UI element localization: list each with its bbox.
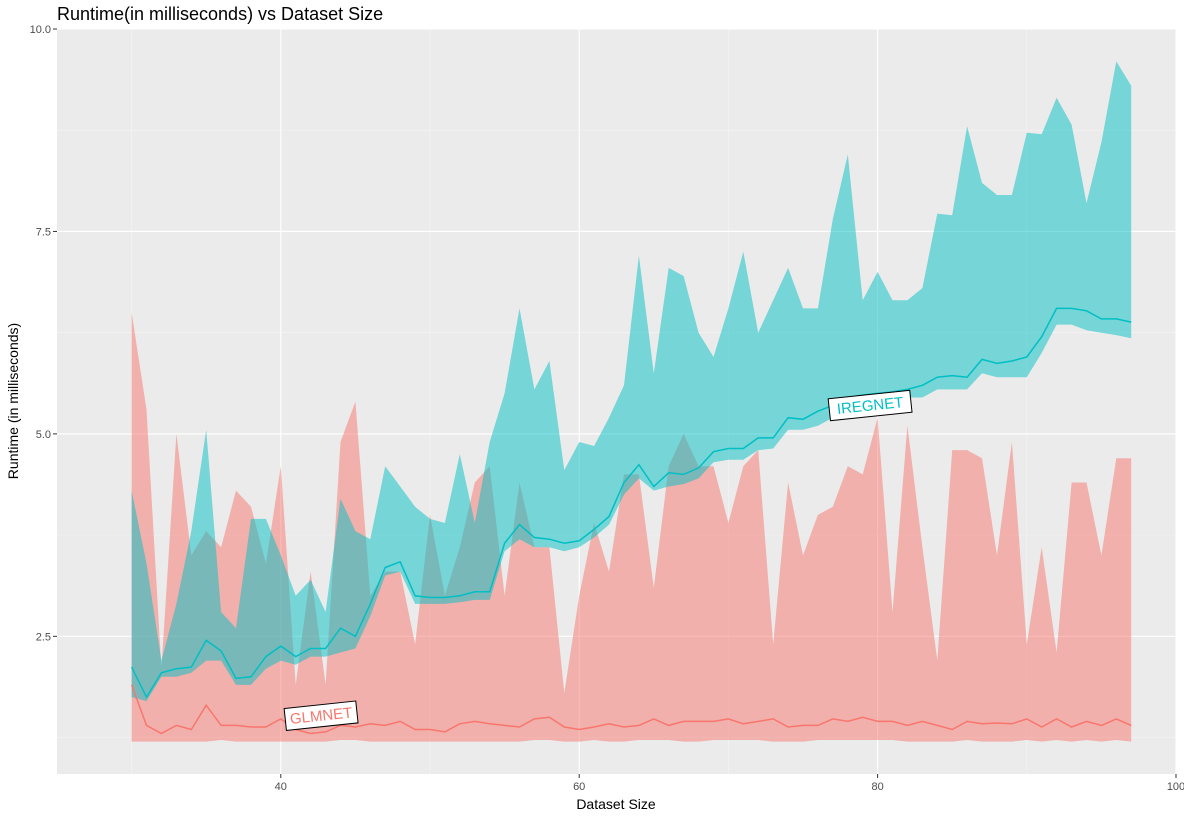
y-tick-label: 10.0 bbox=[30, 24, 51, 36]
glmnet-label: GLMNET bbox=[283, 700, 359, 731]
x-tick-label: 40 bbox=[275, 781, 287, 793]
y-axis: 2.5 5.0 7.5 10.0 bbox=[30, 24, 57, 643]
x-tick-label: 80 bbox=[871, 781, 883, 793]
mean-lines bbox=[130, 307, 1132, 735]
iregnet-label: IREGNET bbox=[827, 389, 913, 422]
glmnet-line bbox=[130, 684, 1132, 735]
x-axis: 40 60 80 100 bbox=[275, 774, 1184, 793]
y-tick-label: 2.5 bbox=[36, 631, 51, 643]
glmnet-band bbox=[131, 312, 1132, 742]
glmnet-label-text: GLMNET bbox=[289, 704, 353, 727]
chart-title: Runtime(in milliseconds) vs Dataset Size bbox=[57, 4, 383, 24]
confidence-bands bbox=[131, 61, 1132, 742]
iregnet-label-box bbox=[827, 389, 913, 422]
glmnet-label-box bbox=[283, 700, 359, 731]
series-labels: GLMNET IREGNET bbox=[283, 389, 913, 731]
x-tick-label: 60 bbox=[573, 781, 585, 793]
x-tick-label: 100 bbox=[1167, 781, 1184, 793]
iregnet-label-text: IREGNET bbox=[836, 394, 904, 418]
iregnet-band bbox=[131, 61, 1132, 702]
y-tick-label: 7.5 bbox=[36, 226, 51, 238]
x-axis-title: Dataset Size bbox=[576, 796, 656, 812]
iregnet-line bbox=[130, 307, 1132, 699]
y-axis-title: Runtime (in milliseconds) bbox=[5, 323, 21, 479]
y-tick-label: 5.0 bbox=[36, 429, 51, 441]
